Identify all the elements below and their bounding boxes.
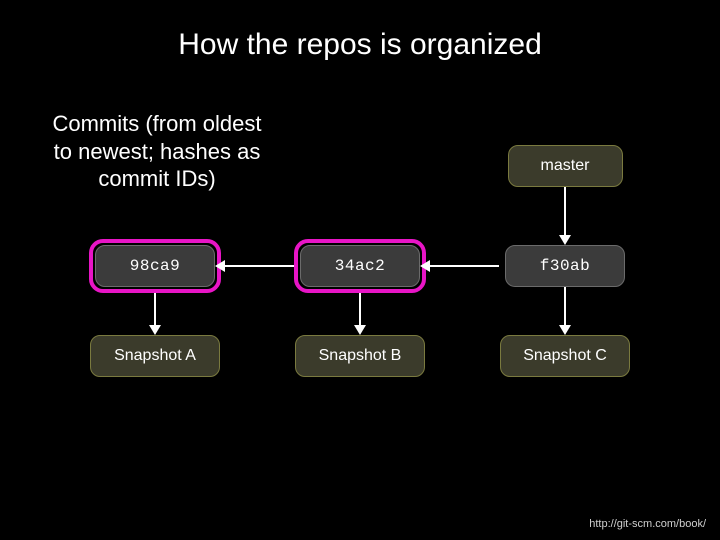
branch-to-commit-arrow xyxy=(564,187,566,235)
commit-node: 34ac2 xyxy=(300,245,420,287)
branch-node: master xyxy=(508,145,623,187)
snapshot-node: Snapshot A xyxy=(90,335,220,377)
arrow-head-left-icon xyxy=(215,260,225,272)
arrow-head-down-icon xyxy=(354,325,366,335)
commit-node: 98ca9 xyxy=(95,245,215,287)
slide: How the repos is organized Commits (from… xyxy=(0,0,720,540)
commit-to-snapshot-arrow xyxy=(154,293,156,325)
arrow-head-left-icon xyxy=(420,260,430,272)
commit-parent-arrow xyxy=(430,265,499,267)
source-url: http://git-scm.com/book/ xyxy=(589,518,706,530)
commit-parent-arrow xyxy=(225,265,294,267)
arrow-head-down-icon xyxy=(559,235,571,245)
caption-line: Commits (from oldest xyxy=(52,111,261,136)
snapshot-node: Snapshot B xyxy=(295,335,425,377)
caption-line: commit IDs) xyxy=(98,166,215,191)
arrow-head-down-icon xyxy=(559,325,571,335)
commit-to-snapshot-arrow xyxy=(359,293,361,325)
commit-node: f30ab xyxy=(505,245,625,287)
arrow-head-down-icon xyxy=(149,325,161,335)
commits-caption: Commits (from oldest to newest; hashes a… xyxy=(42,110,272,193)
snapshot-node: Snapshot C xyxy=(500,335,630,377)
slide-title: How the repos is organized xyxy=(0,28,720,62)
commit-to-snapshot-arrow xyxy=(564,287,566,325)
caption-line: to newest; hashes as xyxy=(54,139,261,164)
